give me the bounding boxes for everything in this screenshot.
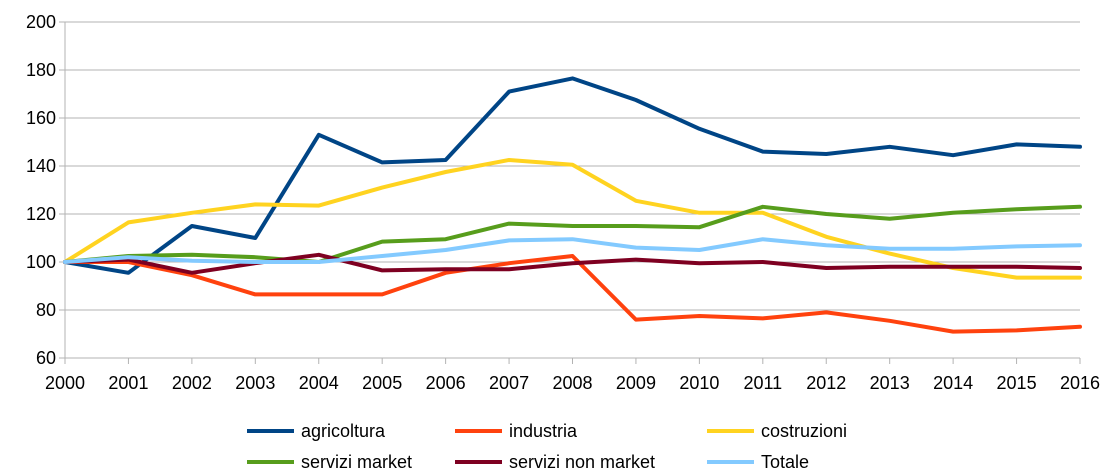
x-tick-label: 2010	[679, 373, 719, 393]
x-tick-label: 2004	[299, 373, 339, 393]
x-tick-label: 2008	[552, 373, 592, 393]
legend-label: costruzioni	[761, 421, 847, 441]
x-tick-label: 2013	[870, 373, 910, 393]
x-tick-label: 2014	[933, 373, 973, 393]
y-tick-label: 60	[36, 348, 56, 368]
x-tick-label: 2007	[489, 373, 529, 393]
series-line-agricoltura	[63, 76, 1082, 275]
legend: agricoltura industria costruzioni servizi m…	[247, 421, 847, 472]
series-line-costruzioni	[63, 158, 1082, 280]
y-axis-tick-labels: 60 80 100 120 140 160 180 200	[26, 12, 56, 368]
x-tick-label: 2009	[616, 373, 656, 393]
y-tick-label: 120	[26, 204, 56, 224]
series-line-servizi-market	[63, 204, 1082, 264]
legend-label: servizi market	[301, 452, 412, 470]
x-tick-label: 2016	[1060, 373, 1100, 393]
series-line-servizi-non-market	[63, 252, 1082, 275]
x-tick-label: 2006	[426, 373, 466, 393]
y-tick-label: 100	[26, 252, 56, 272]
y-tick-label: 200	[26, 12, 56, 32]
x-tick-label: 2000	[45, 373, 85, 393]
y-tick-label: 80	[36, 300, 56, 320]
series-line-totale	[63, 237, 1082, 264]
x-tick-label: 2012	[806, 373, 846, 393]
series-line-industria	[63, 254, 1082, 334]
legend-label: industria	[509, 421, 578, 441]
legend-label: agricoltura	[301, 421, 386, 441]
gridlines	[65, 21, 1080, 359]
series-lines	[63, 76, 1082, 334]
legend-label: Totale	[761, 452, 809, 470]
x-tick-label: 2011	[743, 373, 782, 393]
axes	[59, 21, 1081, 364]
y-tick-label: 160	[26, 108, 56, 128]
x-tick-label: 2015	[997, 373, 1037, 393]
x-tick-label: 2001	[108, 373, 148, 393]
legend-label: servizi non market	[509, 452, 655, 470]
x-tick-label: 2003	[235, 373, 275, 393]
x-tick-label: 2005	[362, 373, 402, 393]
y-tick-label: 180	[26, 60, 56, 80]
y-tick-label: 140	[26, 156, 56, 176]
x-tick-label: 2002	[172, 373, 212, 393]
x-axis-tick-labels: 2000 2001 2002 2003 2004 2005 2006 2007 2008 2009…	[45, 373, 1100, 393]
